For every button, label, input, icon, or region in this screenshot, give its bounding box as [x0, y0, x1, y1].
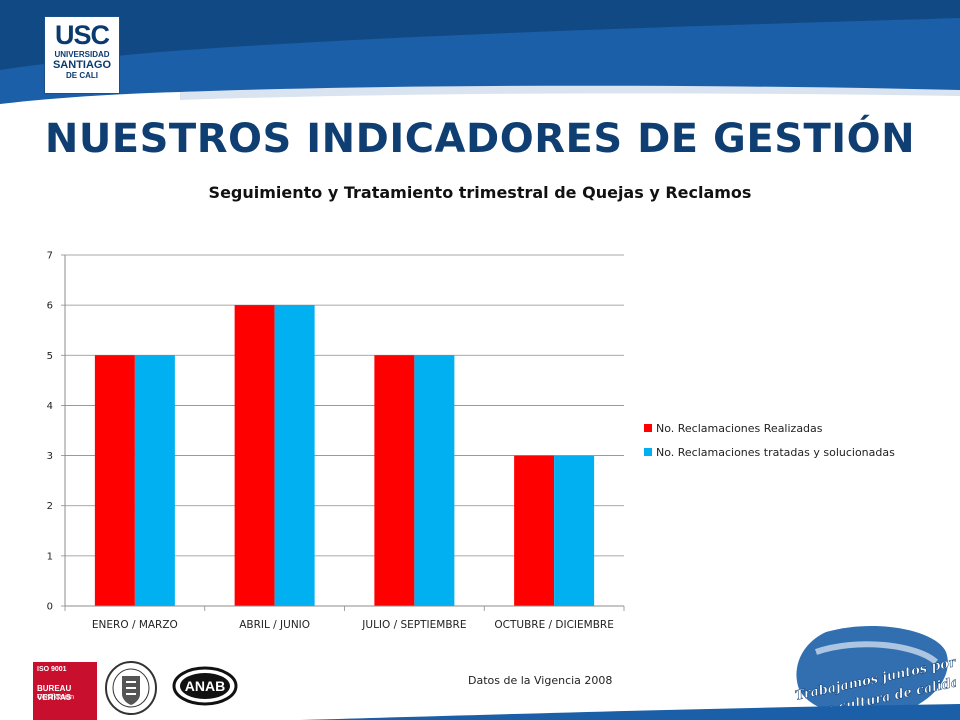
- logo-de-cali-text: DE CALI: [66, 71, 98, 80]
- x-category-label: ENERO / MARZO: [92, 619, 178, 631]
- logo-universidad-text: UNIVERSIDAD: [54, 50, 110, 59]
- certification-text: Certification: [37, 694, 74, 701]
- logo-santiago-text: SANTIAGO: [52, 59, 112, 71]
- bureau-veritas-seal-icon: [105, 661, 157, 715]
- y-tick-label: 3: [47, 451, 53, 462]
- y-tick-label: 0: [47, 602, 53, 613]
- usc-logo: USC UNIVERSIDAD SANTIAGO DE CALI: [44, 16, 120, 94]
- tick-labels: 0 1 2 3 4 5 6 7 ENERO / MARZO ABRIL / JUNIO JULIO …: [47, 251, 614, 632]
- y-tick-label: 1: [47, 551, 53, 562]
- bar-tratadas: [134, 355, 175, 606]
- bars: [94, 305, 595, 606]
- x-category-label: OCTUBRE / DICIEMBRE: [494, 619, 613, 631]
- y-tick-label: 6: [47, 301, 53, 312]
- x-category-label: ABRIL / JUNIO: [239, 619, 310, 631]
- y-tick-label: 2: [47, 501, 53, 512]
- legend-label: No. Reclamaciones Realizadas: [656, 422, 823, 435]
- bar-realizadas: [514, 455, 555, 606]
- bottom-band: [300, 704, 960, 720]
- bar-realizadas: [234, 305, 275, 606]
- anab-text: ANAB: [185, 678, 225, 694]
- page-title: NUESTROS INDICADORES DE GESTIÓN: [44, 116, 916, 162]
- y-tick-label: 7: [47, 251, 53, 262]
- bar-tratadas: [554, 455, 595, 606]
- iso-9001-badge: ISO 9001 BUREAU VERITAS Certification: [33, 662, 97, 720]
- logo-usc-text: USC: [54, 20, 110, 50]
- y-tick-label: 4: [47, 401, 53, 412]
- legend: No. Reclamaciones Realizadas No. Reclamac…: [644, 422, 895, 459]
- iso-text: ISO 9001: [37, 666, 67, 673]
- legend-label: No. Reclamaciones tratadas y solucionada…: [656, 446, 895, 459]
- bar-tratadas: [274, 305, 315, 606]
- legend-swatch: [644, 424, 652, 432]
- axes: [61, 254, 625, 611]
- bar-realizadas: [94, 355, 135, 606]
- bar-realizadas: [374, 355, 415, 606]
- anab-badge: ANAB: [172, 666, 238, 706]
- legend-swatch: [644, 448, 652, 456]
- slogan-graphic: Trabajamos juntos por una cultura de cal…: [794, 625, 956, 720]
- x-category-label: JULIO / SEPTIEMBRE: [361, 619, 466, 631]
- y-tick-label: 5: [47, 351, 53, 362]
- header-band: [0, 0, 960, 104]
- bar-tratadas: [414, 355, 455, 606]
- bureau-veritas-text: BUREAU VERITAS: [37, 684, 72, 702]
- chart-title: Seguimiento y Tratamiento trimestral de …: [208, 183, 752, 202]
- footer-note: Datos de la Vigencia 2008: [468, 674, 613, 687]
